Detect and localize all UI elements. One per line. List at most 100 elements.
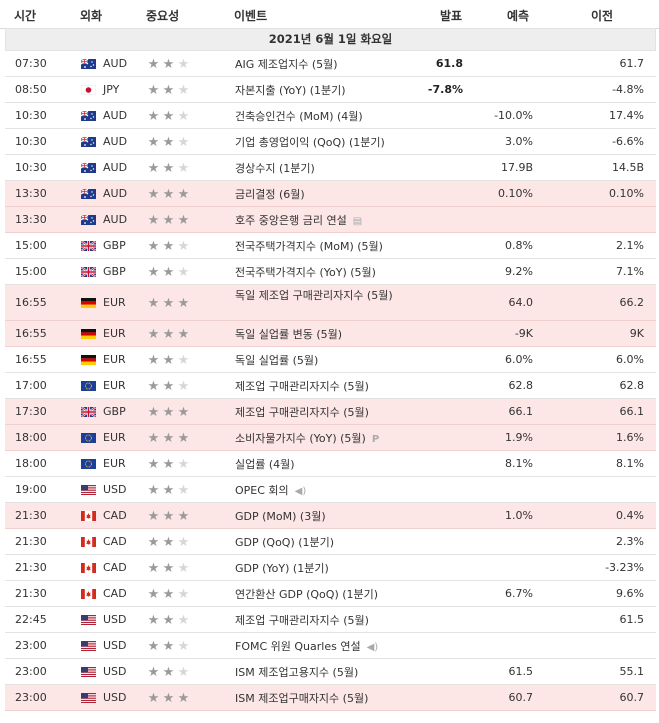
table-row[interactable]: 15:00 GBP ★ ★ ★ 전국주택가격지수 (MoM) (5월) 0.8% 2.1% <box>5 233 656 259</box>
event-forecast: 8.1% <box>505 457 533 470</box>
event-name[interactable]: 자본지출 (YoY) (1분기) <box>235 82 415 99</box>
table-row[interactable]: 21:30 CAD ★ ★ ★ 연간환산 GDP (QoQ) (1분기) 6.7% 9.6% <box>5 581 656 607</box>
event-name[interactable]: 경상수지 (1분기) <box>235 160 415 177</box>
table-row[interactable]: 23:00 USD ★ ★ ★ FOMC 위원 Quarles 연설 ◀) <box>5 633 656 659</box>
event-name[interactable]: 전국주택가격지수 (YoY) (5월) <box>235 264 415 281</box>
event-previous: 61.5 <box>619 613 645 626</box>
event-name[interactable]: 건축승인건수 (MoM) (4월) <box>235 108 415 125</box>
event-name[interactable]: 독일 제조업 구매관리자지수 (5월) <box>235 287 415 304</box>
header-actual[interactable]: 발표 <box>440 9 463 23</box>
event-name-text[interactable]: 실업률 (4월) <box>235 458 295 471</box>
event-name-text[interactable]: 자본지출 (YoY) (1분기) <box>235 84 346 97</box>
table-row[interactable]: 21:30 CAD ★ ★ ★ GDP (MoM) (3월) 1.0% 0.4% <box>5 503 656 529</box>
event-name[interactable]: 호주 중앙은행 금리 연설 ▤ <box>235 212 415 230</box>
star-icon: ★ <box>162 265 175 280</box>
speaker-icon[interactable]: ◀) <box>366 642 379 653</box>
table-row[interactable]: 08:50 JPY ★ ★ ★ 자본지출 (YoY) (1분기) -7.8% -4.8% <box>5 77 656 103</box>
table-row[interactable]: 07:30 AUD ★ ★ ★ AIG 제조업지수 (5월) 61.8 61.7 <box>5 51 656 77</box>
event-name[interactable]: ISM 제조업구매자지수 (5월) <box>235 690 415 707</box>
table-row[interactable]: 17:30 GBP ★ ★ ★ 제조업 구매관리자지수 (5월) 66.1 66.1 <box>5 399 656 425</box>
table-row[interactable]: 23:00 USD ★ ★ ★ ISM 제조업고용지수 (5월) 61.5 55.1 <box>5 659 656 685</box>
event-name[interactable]: 금리결정 (6월) <box>235 186 415 203</box>
star-icon: ★ <box>162 327 175 342</box>
event-name[interactable]: 연간환산 GDP (QoQ) (1분기) <box>235 586 415 603</box>
event-name-text[interactable]: 전국주택가격지수 (YoY) (5월) <box>235 266 376 279</box>
event-name-text[interactable]: 독일 제조업 구매관리자지수 (5월) <box>235 289 393 302</box>
header-importance[interactable]: 중요성 <box>146 9 180 23</box>
table-row[interactable]: 18:00 EUR ★ ★ ★ 실업률 (4월) 8.1% 8.1% <box>5 451 656 477</box>
event-name[interactable]: GDP (MoM) (3월) <box>235 508 415 525</box>
event-name[interactable]: FOMC 위원 Quarles 연설 ◀) <box>235 638 415 656</box>
event-name-text[interactable]: 독일 실업률 (5월) <box>235 354 319 367</box>
event-name-text[interactable]: 금리결정 (6월) <box>235 188 305 201</box>
event-name-text[interactable]: 호주 중앙은행 금리 연설 <box>235 214 347 227</box>
star-icon: ★ <box>147 691 160 706</box>
event-name[interactable]: 독일 실업률 변동 (5월) <box>235 326 415 343</box>
table-row[interactable]: 22:45 USD ★ ★ ★ 제조업 구매관리자지수 (5월) 61.5 <box>5 607 656 633</box>
event-currency: AUD <box>103 161 128 174</box>
event-name-text[interactable]: 건축승인건수 (MoM) (4월) <box>235 110 363 123</box>
event-name-text[interactable]: AIG 제조업지수 (5월) <box>235 58 338 71</box>
header-forecast[interactable]: 예측 <box>507 9 530 23</box>
event-time: 19:00 <box>15 483 47 496</box>
event-currency: USD <box>103 639 127 652</box>
event-name[interactable]: 전국주택가격지수 (MoM) (5월) <box>235 238 415 255</box>
event-name[interactable]: GDP (QoQ) (1분기) <box>235 534 415 551</box>
event-name[interactable]: 소비자물가지수 (YoY) (5월) P <box>235 430 415 448</box>
event-name-text[interactable]: 독일 실업률 변동 (5월) <box>235 328 343 341</box>
table-row[interactable]: 16:55 EUR ★ ★ ★ 독일 실업률 (5월) 6.0% 6.0% <box>5 347 656 373</box>
star-icon: ★ <box>162 83 175 98</box>
table-row[interactable]: 16:55 EUR ★ ★ ★ 독일 실업률 변동 (5월) -9K 9K <box>5 321 656 347</box>
header-event[interactable]: 이벤트 <box>234 9 268 23</box>
header-time[interactable]: 시간 <box>14 9 37 23</box>
header-currency[interactable]: 외화 <box>80 9 103 23</box>
table-row[interactable]: 13:30 AUD ★ ★ ★ 금리결정 (6월) 0.10% 0.10% <box>5 181 656 207</box>
table-row[interactable]: 19:00 USD ★ ★ ★ OPEC 회의 ◀) <box>5 477 656 503</box>
event-forecast: 6.0% <box>505 353 533 366</box>
event-name[interactable]: 기업 총영업이익 (QoQ) (1분기) <box>235 134 415 151</box>
event-previous: 2.1% <box>616 239 644 252</box>
event-name-text[interactable]: ISM 제조업구매자지수 (5월) <box>235 692 369 705</box>
event-name-text[interactable]: 제조업 구매관리자지수 (5월) <box>235 406 369 419</box>
event-name[interactable]: AIG 제조업지수 (5월) <box>235 56 415 73</box>
event-name[interactable]: 독일 실업률 (5월) <box>235 352 415 369</box>
event-name[interactable]: 제조업 구매관리자지수 (5월) <box>235 378 415 395</box>
event-name-text[interactable]: 전국주택가격지수 (MoM) (5월) <box>235 240 383 253</box>
event-name-text[interactable]: 제조업 구매관리자지수 (5월) <box>235 614 369 627</box>
event-name-text[interactable]: 기업 총영업이익 (QoQ) (1분기) <box>235 136 385 149</box>
event-name[interactable]: GDP (YoY) (1분기) <box>235 560 415 577</box>
event-name-text[interactable]: 소비자물가지수 (YoY) (5월) <box>235 432 366 445</box>
event-name-text[interactable]: OPEC 회의 <box>235 484 289 497</box>
doc-icon[interactable]: ▤ <box>352 216 363 227</box>
table-row[interactable]: 13:30 AUD ★ ★ ★ 호주 중앙은행 금리 연설 ▤ <box>5 207 656 233</box>
event-name-text[interactable]: GDP (QoQ) (1분기) <box>235 536 335 549</box>
event-name-text[interactable]: GDP (YoY) (1분기) <box>235 562 329 575</box>
table-row[interactable]: 16:55 EUR ★ ★ ★ 독일 제조업 구매관리자지수 (5월) 64.0 66.2 <box>5 285 656 321</box>
event-name-text[interactable]: FOMC 위원 Quarles 연설 <box>235 640 361 653</box>
table-row[interactable]: 21:30 CAD ★ ★ ★ GDP (QoQ) (1분기) 2.3% <box>5 529 656 555</box>
event-name-text[interactable]: 경상수지 (1분기) <box>235 162 315 175</box>
table-row[interactable]: 10:30 AUD ★ ★ ★ 경상수지 (1분기) 17.9B 14.5B <box>5 155 656 181</box>
event-name[interactable]: 제조업 구매관리자지수 (5월) <box>235 404 415 421</box>
event-name[interactable]: 제조업 구매관리자지수 (5월) <box>235 612 415 629</box>
table-row[interactable]: 23:00 USD ★ ★ ★ ISM 제조업구매자지수 (5월) 60.7 60.7 <box>5 685 656 711</box>
event-forecast: 1.0% <box>505 509 533 522</box>
table-row[interactable]: 10:30 AUD ★ ★ ★ 건축승인건수 (MoM) (4월) -10.0% 17.4% <box>5 103 656 129</box>
event-name-text[interactable]: 연간환산 GDP (QoQ) (1분기) <box>235 588 379 601</box>
table-row[interactable]: 15:00 GBP ★ ★ ★ 전국주택가격지수 (YoY) (5월) 9.2% 7.1% <box>5 259 656 285</box>
p-icon[interactable]: P <box>371 434 380 445</box>
event-name[interactable]: ISM 제조업고용지수 (5월) <box>235 664 415 681</box>
table-row[interactable]: 10:30 AUD ★ ★ ★ 기업 총영업이익 (QoQ) (1분기) 3.0% -6.6% <box>5 129 656 155</box>
event-name-text[interactable]: 제조업 구매관리자지수 (5월) <box>235 380 369 393</box>
speaker-icon[interactable]: ◀) <box>294 486 307 497</box>
star-icon: ★ <box>162 613 175 628</box>
event-name-text[interactable]: GDP (MoM) (3월) <box>235 510 326 523</box>
header-previous[interactable]: 이전 <box>591 9 614 23</box>
gb-flag <box>81 407 96 417</box>
table-row[interactable]: 18:00 EUR ★ ★ ★ 소비자물가지수 (YoY) (5월) P 1.9% 1.6% <box>5 425 656 451</box>
table-row[interactable]: 17:00 EUR ★ ★ ★ 제조업 구매관리자지수 (5월) 62.8 62.8 <box>5 373 656 399</box>
event-name[interactable]: 실업률 (4월) <box>235 456 415 473</box>
event-name-text[interactable]: ISM 제조업고용지수 (5월) <box>235 666 359 679</box>
table-row[interactable]: 21:30 CAD ★ ★ ★ GDP (YoY) (1분기) -3.23% <box>5 555 656 581</box>
event-name[interactable]: OPEC 회의 ◀) <box>235 482 415 500</box>
